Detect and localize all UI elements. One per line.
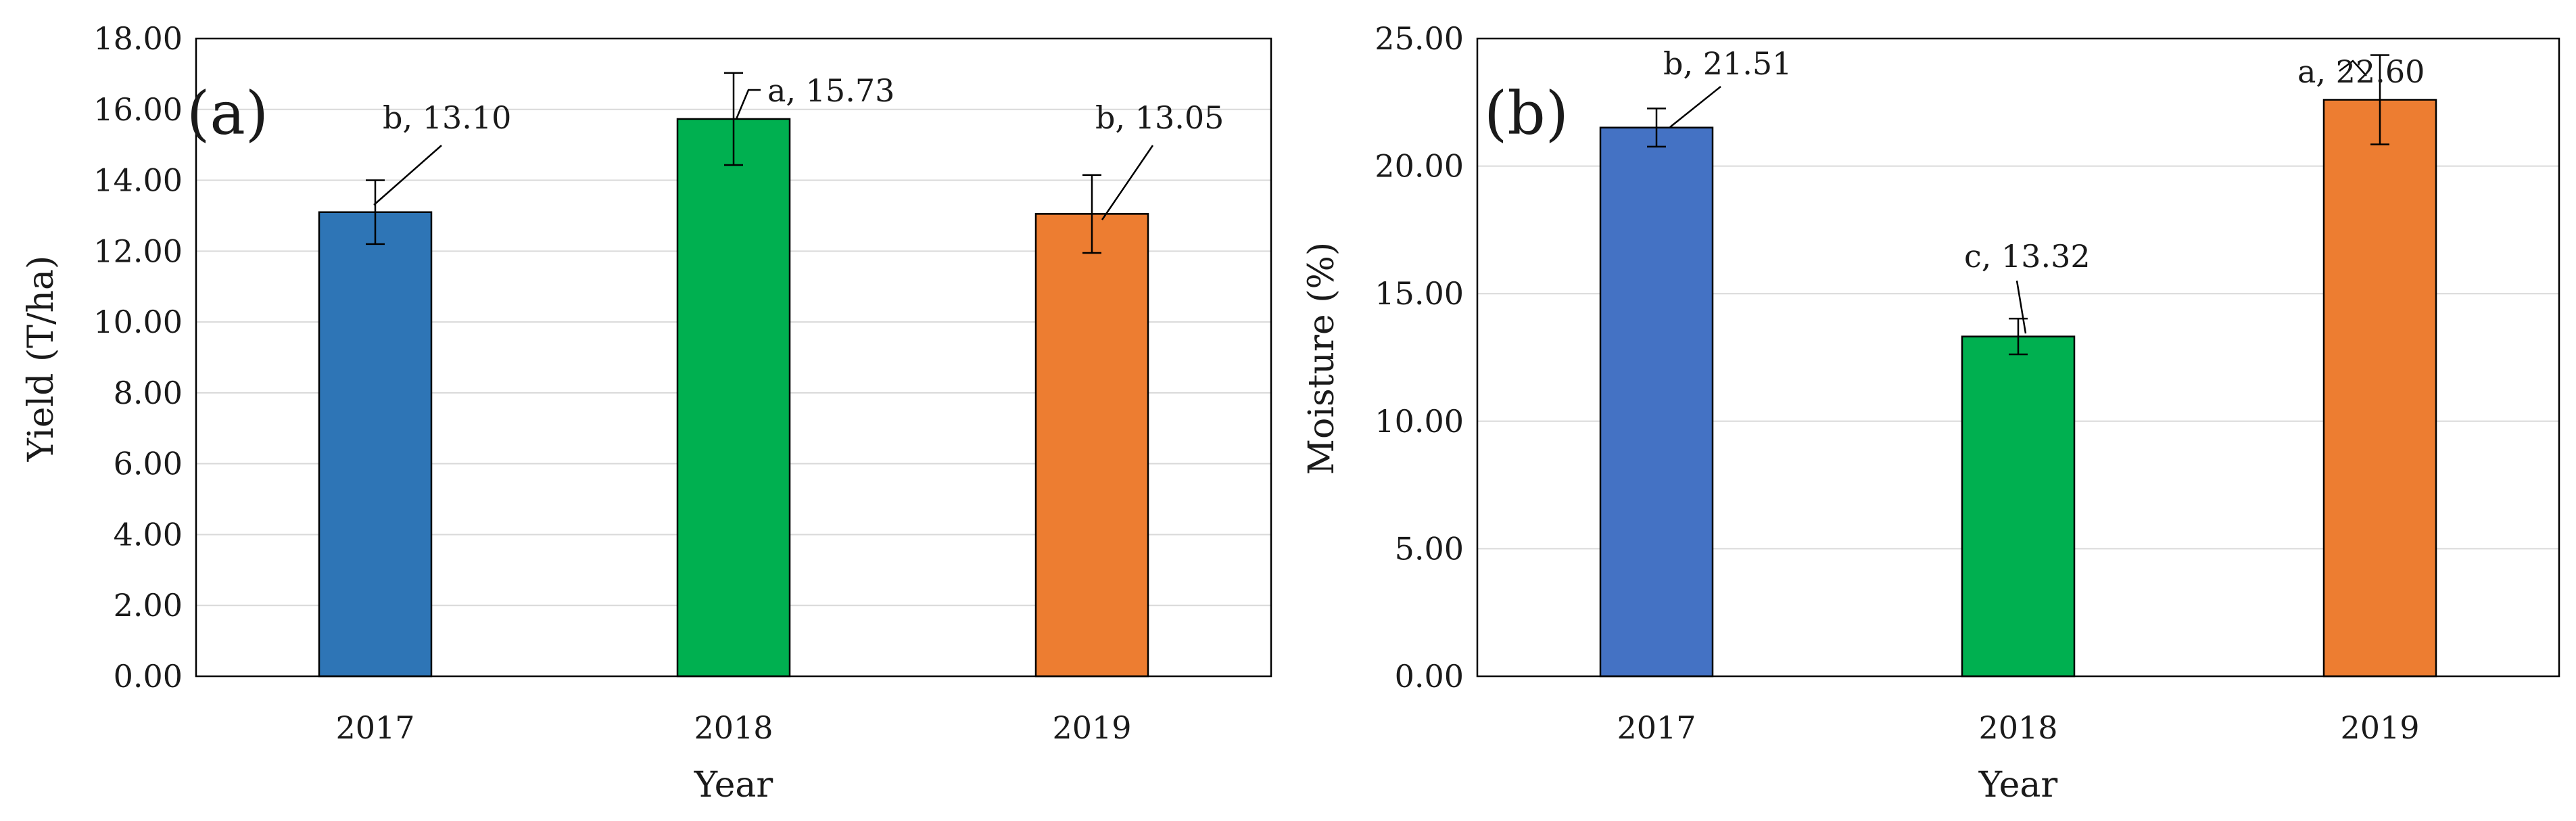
- plot-frame: [1476, 37, 2560, 678]
- y-tick-label: 12.00: [93, 233, 183, 269]
- y-tick-label: 15.00: [1375, 275, 1464, 312]
- data-label: b, 13.10: [383, 99, 511, 136]
- x-tick-label: 2017: [335, 709, 414, 746]
- label-leaders: [1669, 60, 2367, 334]
- y-tick-label: 16.00: [93, 91, 183, 128]
- label-leader-line: [1669, 86, 1721, 128]
- x-tick-labels: 2017 2018 2019: [335, 709, 1131, 746]
- data-label: a, 15.73: [767, 72, 895, 109]
- data-label: b, 21.51: [1663, 45, 1792, 82]
- plot-frame: [195, 37, 1272, 678]
- x-tick-label: 2018: [1978, 709, 2057, 746]
- bar-2018: [1961, 335, 2076, 678]
- y-tick-label: 14.00: [93, 162, 183, 199]
- label-leader-line: [373, 145, 442, 206]
- y-tick-label: 10.00: [93, 304, 183, 340]
- y-tick-label: 4.00: [114, 516, 183, 553]
- error-bar-2017: [1647, 108, 1666, 148]
- y-tick-label: 10.00: [1375, 403, 1464, 440]
- bar-2018: [676, 118, 791, 678]
- y-tick-label: 2.00: [114, 587, 183, 624]
- label-leader-line: [2016, 280, 2027, 334]
- bar-2019: [2322, 99, 2437, 678]
- y-tick-label: 18.00: [93, 20, 183, 57]
- x-tick-label: 2017: [1617, 709, 1696, 746]
- error-bar-2018: [2009, 317, 2028, 356]
- error-bars: [1647, 54, 2389, 356]
- y-tick-labels: 0.00 2.00 4.00 6.00 8.00 10.00 12.00 14.00 16.00…: [93, 20, 183, 695]
- x-axis-title: Year: [1978, 765, 2058, 805]
- error-bar-2019: [1082, 174, 1101, 254]
- x-tick-label: 2018: [694, 709, 773, 746]
- error-bar-2017: [366, 179, 385, 245]
- y-axis-title: Yield (T/ha): [21, 256, 62, 463]
- y-tick-label: 8.00: [114, 375, 183, 411]
- label-leaders: [373, 89, 1154, 220]
- bar-2019: [1034, 213, 1149, 678]
- y-tick-label: 0.00: [1395, 658, 1464, 695]
- panel-label: (b): [1484, 78, 1569, 148]
- label-leader-line: [735, 89, 761, 120]
- y-axis-title: Moisture (%): [1302, 242, 1342, 475]
- error-bar-2019: [2370, 54, 2389, 145]
- y-tick-labels: 0.00 5.00 10.00 15.00 20.00 25.00: [1375, 20, 1464, 695]
- data-labels: b, 21.51 c, 13.32 a, 22.60: [1663, 45, 2425, 275]
- bar-2017: [1599, 126, 1714, 678]
- bars: [318, 118, 1149, 678]
- y-tick-label: 20.00: [1375, 148, 1464, 185]
- x-tick-labels: 2017 2018 2019: [1617, 709, 2419, 746]
- bar-2017: [318, 211, 433, 678]
- data-labels: b, 13.10 a, 15.73 b, 13.05: [383, 72, 1224, 136]
- y-tick-label: 0.00: [114, 658, 183, 695]
- error-bar-2018: [724, 72, 743, 166]
- x-tick-label: 2019: [1052, 709, 1131, 746]
- error-bars: [366, 72, 1101, 254]
- chart-panel-a: 0.00 2.00 4.00 6.00 8.00 10.00 12.00 14.00 16.00…: [21, 20, 1272, 805]
- data-label: b, 13.05: [1095, 99, 1224, 136]
- label-leader-line: [2339, 60, 2367, 76]
- y-tick-label: 6.00: [114, 446, 183, 482]
- data-label: a, 22.60: [2297, 53, 2425, 90]
- data-label: c, 13.32: [1964, 238, 2091, 275]
- x-axis-title: Year: [694, 765, 773, 805]
- x-tick-label: 2019: [2340, 709, 2419, 746]
- y-tick-label: 25.00: [1375, 20, 1464, 57]
- panel-label: (a): [187, 78, 268, 148]
- label-leader-line: [1101, 145, 1154, 220]
- bars: [1599, 99, 2437, 678]
- y-tick-label: 5.00: [1395, 530, 1464, 567]
